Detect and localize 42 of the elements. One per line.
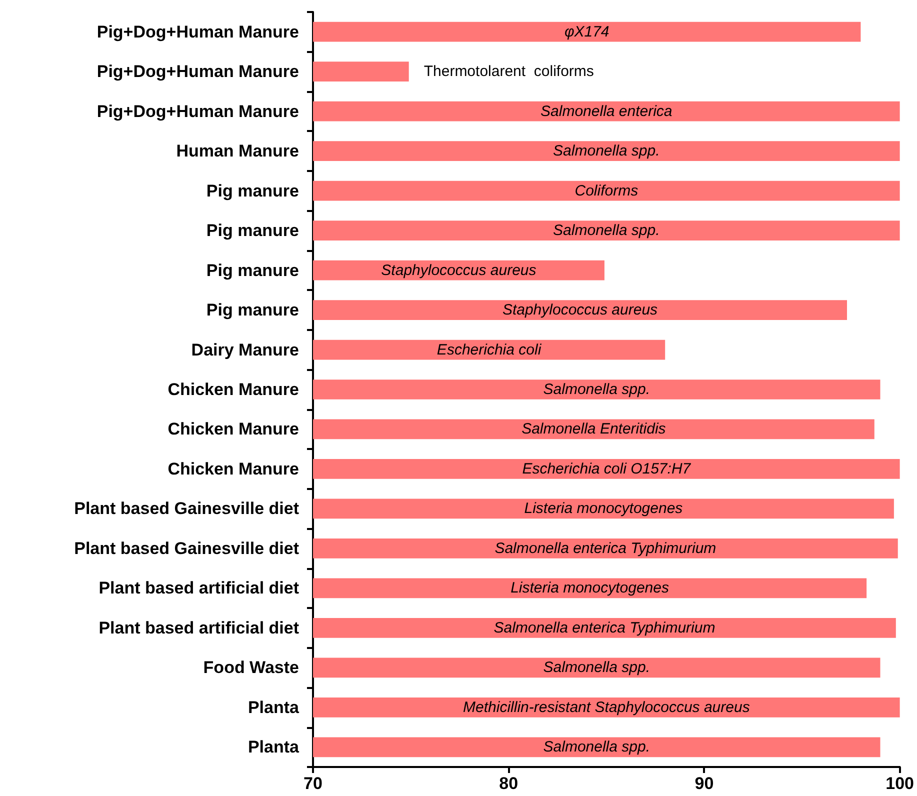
y-tick-label: Pig manure [206,260,299,280]
data-label: Salmonella spp. [553,222,660,240]
y-tick-label: Pig manure [206,221,299,240]
y-tick-label: Chicken Manure [168,459,299,478]
y-tick-label: Pig manure [206,300,299,320]
y-tick-label: Chicken Manure [168,420,299,439]
y-tick-label: Food Waste [203,658,299,678]
data-label: Salmonella spp. [543,659,650,676]
x-tick-label: 100 [886,774,914,793]
data-label: Salmonella Enteritidis [522,420,666,438]
data-label: Escherichia coli O157:H7 [522,460,692,478]
y-tick-label: Human Manure [176,142,299,161]
data-label: Salmonella enterica Typhimurium [494,540,716,557]
data-label: Staphylococcus aureus [381,262,537,279]
data-label: Salmonella enterica Typhimurium [494,619,716,636]
y-tick-label: Planta [248,698,300,717]
data-label: Salmonella spp. [543,381,650,398]
x-tick-label: 70 [304,774,322,793]
y-tick-label: Pig manure [206,181,299,200]
y-tick-label: Chicken Manure [168,380,299,399]
y-tick-label: Pig+Dog+Human Manure [96,22,299,42]
y-tick-label: Dairy Manure [191,340,299,360]
y-tick-label: Planta [248,738,300,757]
y-tick-label: Pig+Dog+Human Manure [96,102,299,121]
data-label: Escherichia coli [436,341,542,358]
data-label: φX174 [564,23,610,40]
y-tick-label: Plant based artificial diet [98,618,300,638]
data-label: Listeria monocytogenes [510,580,670,597]
x-tick-label: 80 [499,774,518,793]
data-label: Coliforms [574,182,639,200]
data-label: Thermotolarent coliforms [424,63,594,80]
data-label: Salmonella spp. [553,142,660,160]
data-label: Staphylococcus aureus [502,302,658,319]
x-tick-label: 90 [694,774,714,793]
y-tick-label: Plant based Gainesville diet [74,538,300,558]
data-label: Salmonella spp. [543,738,650,756]
y-tick-label: Pig+Dog+Human Manure [96,62,299,82]
data-label: Listeria monocytogenes [524,500,684,518]
y-tick-label: Plant based Gainesville diet [74,499,300,518]
data-label: Salmonella enterica [540,102,672,120]
data-label: Methicillin-resistant Staphylococcus aureus [463,698,750,716]
y-tick-label: Plant based artificial diet [98,578,300,598]
